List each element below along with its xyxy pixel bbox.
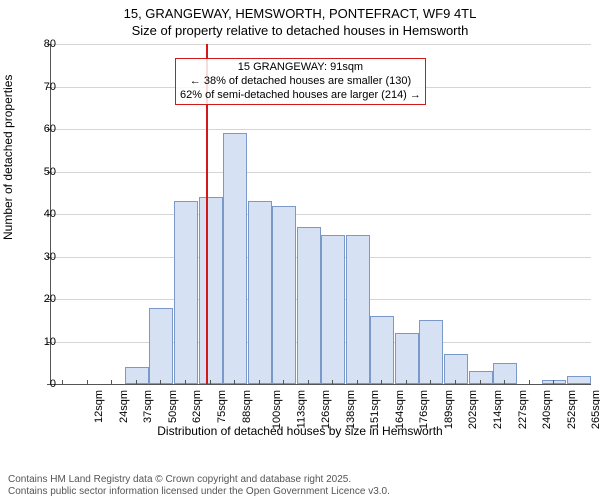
histogram-bar xyxy=(199,197,223,384)
xtick-mark xyxy=(283,380,284,384)
xtick-mark xyxy=(406,380,407,384)
xtick-label: 12sqm xyxy=(93,390,105,423)
xtick-mark xyxy=(62,380,63,384)
xtick-mark xyxy=(529,380,530,384)
xtick-mark xyxy=(357,380,358,384)
histogram-bar xyxy=(370,316,394,384)
ytick-label: 30 xyxy=(26,251,56,263)
xtick-mark xyxy=(210,380,211,384)
histogram-bar xyxy=(419,320,443,384)
xtick-label: 113sqm xyxy=(295,390,307,428)
xtick-mark xyxy=(455,380,456,384)
chart-area: Number of detached properties 15 GRANGEW… xyxy=(0,40,600,450)
xtick-label: 24sqm xyxy=(118,390,130,423)
ytick-label: 60 xyxy=(26,123,56,135)
title-line2: Size of property relative to detached ho… xyxy=(132,23,469,38)
histogram-bar xyxy=(321,235,345,384)
ytick-label: 50 xyxy=(26,166,56,178)
histogram-bar xyxy=(297,227,321,384)
histogram-bar xyxy=(395,333,419,384)
xtick-label: 126sqm xyxy=(320,390,332,429)
xtick-label: 189sqm xyxy=(443,390,455,429)
annotation-line: 15 GRANGEWAY: 91sqm xyxy=(180,61,421,75)
xtick-label: 50sqm xyxy=(167,390,179,423)
footer-attribution: Contains HM Land Registry data © Crown c… xyxy=(8,474,390,498)
xtick-mark xyxy=(259,380,260,384)
xtick-label: 100sqm xyxy=(271,390,283,429)
ytick-label: 40 xyxy=(26,208,56,220)
xtick-label: 151sqm xyxy=(369,390,381,429)
xtick-mark xyxy=(160,380,161,384)
xtick-mark xyxy=(136,380,137,384)
chart-title: 15, GRANGEWAY, HEMSWORTH, PONTEFRACT, WF… xyxy=(0,0,600,40)
histogram-bar xyxy=(174,201,198,384)
footer-line2: Contains public sector information licen… xyxy=(8,486,390,497)
ytick-label: 0 xyxy=(26,378,56,390)
xtick-mark xyxy=(234,380,235,384)
gridline xyxy=(51,214,591,215)
gridline xyxy=(51,172,591,173)
xtick-label: 75sqm xyxy=(216,390,228,423)
histogram-bar xyxy=(493,363,517,384)
xtick-label: 214sqm xyxy=(492,390,504,429)
xtick-mark xyxy=(185,380,186,384)
y-axis-label: Number of detached properties xyxy=(1,75,15,240)
gridline xyxy=(51,129,591,130)
title-line1: 15, GRANGEWAY, HEMSWORTH, PONTEFRACT, WF… xyxy=(124,6,477,21)
xtick-mark xyxy=(381,380,382,384)
ytick-label: 70 xyxy=(26,81,56,93)
xtick-label: 138sqm xyxy=(345,390,357,429)
annotation-line: 62% of semi-detached houses are larger (… xyxy=(180,89,421,103)
annotation-line: ← 38% of detached houses are smaller (13… xyxy=(180,75,421,89)
gridline xyxy=(51,44,591,45)
xtick-label: 252sqm xyxy=(566,390,578,429)
histogram-bar xyxy=(567,376,591,385)
xtick-mark xyxy=(87,380,88,384)
ytick-label: 10 xyxy=(26,336,56,348)
ytick-label: 80 xyxy=(26,38,56,50)
xtick-label: 37sqm xyxy=(142,390,154,423)
xtick-mark xyxy=(111,380,112,384)
histogram-bar xyxy=(346,235,370,384)
xtick-label: 240sqm xyxy=(541,390,553,429)
xtick-label: 164sqm xyxy=(394,390,406,429)
histogram-bar xyxy=(248,201,272,384)
xtick-label: 227sqm xyxy=(517,390,529,429)
xtick-mark xyxy=(332,380,333,384)
histogram-bar xyxy=(149,308,173,385)
xtick-label: 265sqm xyxy=(590,390,600,429)
histogram-bar xyxy=(272,206,296,385)
plot-region: 15 GRANGEWAY: 91sqm← 38% of detached hou… xyxy=(50,44,591,385)
annotation-box: 15 GRANGEWAY: 91sqm← 38% of detached hou… xyxy=(175,58,426,105)
xtick-mark xyxy=(553,380,554,384)
xtick-mark xyxy=(504,380,505,384)
xtick-mark xyxy=(480,380,481,384)
xtick-label: 176sqm xyxy=(419,390,431,429)
histogram-bar xyxy=(223,133,247,384)
xtick-mark xyxy=(308,380,309,384)
xtick-mark xyxy=(430,380,431,384)
xtick-label: 88sqm xyxy=(241,390,253,423)
footer-line1: Contains HM Land Registry data © Crown c… xyxy=(8,474,351,485)
histogram-bar xyxy=(469,371,493,384)
xtick-label: 62sqm xyxy=(191,390,203,423)
xtick-label: 202sqm xyxy=(468,390,480,429)
ytick-label: 20 xyxy=(26,293,56,305)
